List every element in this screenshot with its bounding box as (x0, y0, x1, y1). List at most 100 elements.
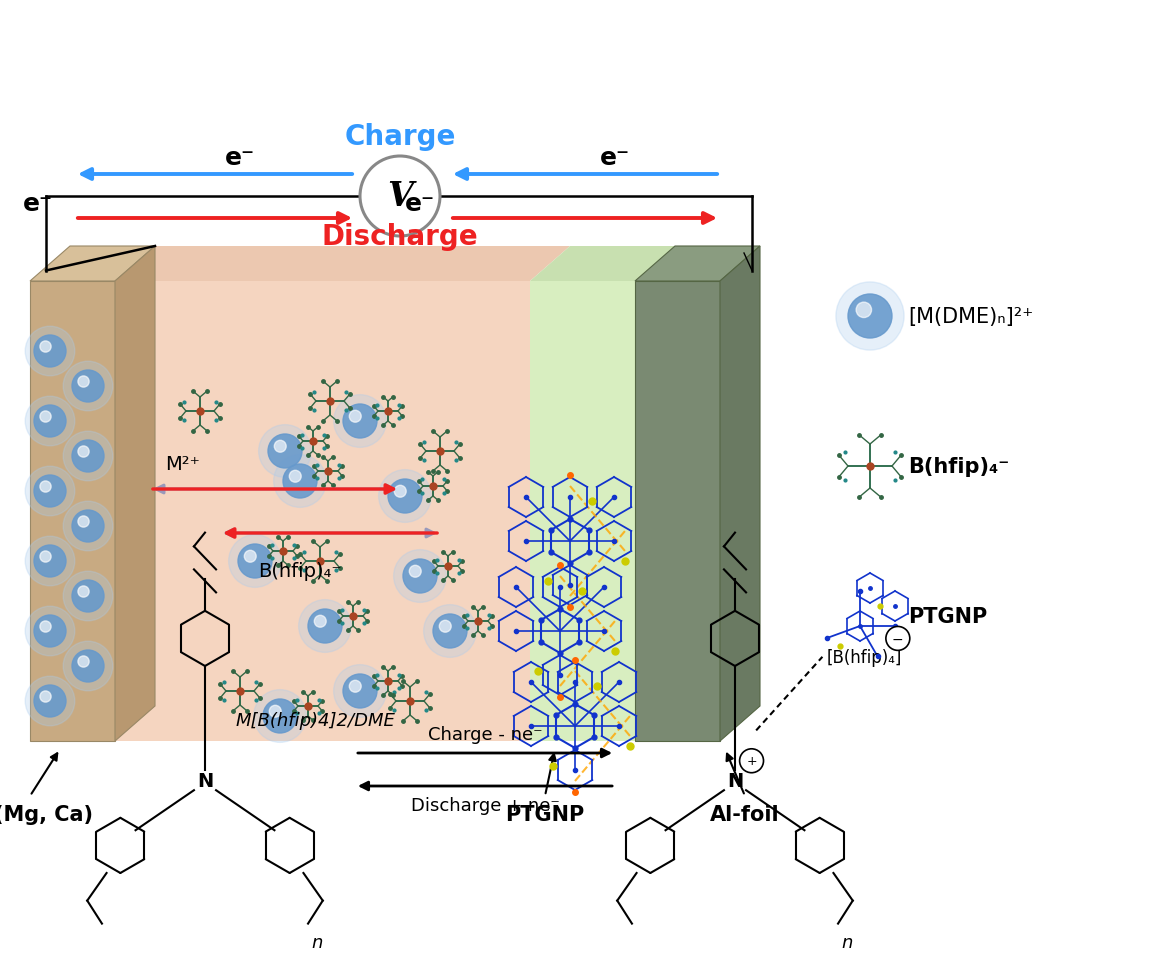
Circle shape (73, 510, 104, 542)
Circle shape (34, 546, 66, 578)
Circle shape (228, 535, 281, 588)
Text: Al-foil: Al-foil (710, 804, 780, 825)
Circle shape (333, 395, 386, 448)
Circle shape (78, 377, 89, 387)
Polygon shape (635, 247, 760, 282)
Circle shape (388, 480, 422, 513)
Circle shape (26, 397, 75, 446)
Circle shape (848, 295, 892, 338)
Circle shape (73, 580, 104, 612)
Text: V: V (387, 181, 413, 213)
Text: Charge - ne⁻: Charge - ne⁻ (428, 726, 543, 743)
Circle shape (40, 411, 51, 423)
Text: M[B(hfip)4]2/DME: M[B(hfip)4]2/DME (235, 711, 395, 729)
Polygon shape (30, 282, 115, 741)
Circle shape (856, 303, 872, 318)
Circle shape (393, 550, 446, 603)
Circle shape (274, 441, 287, 453)
Circle shape (835, 283, 904, 351)
Circle shape (245, 551, 256, 562)
Text: [M(DME)ₙ]²⁺: [M(DME)ₙ]²⁺ (908, 307, 1033, 327)
Text: −: − (892, 631, 903, 646)
Circle shape (78, 586, 89, 598)
Text: e⁻: e⁻ (23, 192, 53, 216)
Text: [B(hfip)₄]: [B(hfip)₄] (827, 648, 902, 666)
Circle shape (269, 705, 281, 718)
Text: e⁻: e⁻ (225, 146, 255, 170)
Polygon shape (115, 247, 154, 741)
Circle shape (343, 405, 377, 438)
Circle shape (78, 656, 89, 668)
Circle shape (886, 627, 910, 651)
Text: Discharge: Discharge (322, 223, 479, 251)
Circle shape (350, 680, 362, 693)
Text: PTGNP: PTGNP (908, 606, 987, 627)
Circle shape (73, 440, 104, 473)
Circle shape (254, 690, 307, 743)
Text: B(hfip)₄⁻: B(hfip)₄⁻ (908, 456, 1010, 477)
Circle shape (360, 157, 440, 236)
Circle shape (439, 621, 452, 632)
Circle shape (259, 425, 311, 478)
Text: n: n (841, 933, 853, 950)
Circle shape (26, 677, 75, 727)
Circle shape (289, 471, 301, 482)
Circle shape (40, 691, 51, 702)
Circle shape (73, 651, 104, 682)
Circle shape (379, 470, 432, 523)
Circle shape (26, 536, 75, 586)
Circle shape (40, 341, 51, 353)
Circle shape (34, 406, 66, 437)
Circle shape (433, 614, 467, 649)
Circle shape (40, 552, 51, 562)
Circle shape (268, 434, 302, 469)
Polygon shape (635, 282, 720, 741)
Text: Discharge + ne⁻: Discharge + ne⁻ (411, 796, 559, 814)
Polygon shape (30, 247, 154, 282)
Circle shape (40, 481, 51, 493)
Text: N: N (727, 772, 743, 791)
Circle shape (34, 685, 66, 717)
Circle shape (402, 559, 438, 593)
Circle shape (274, 456, 326, 507)
Circle shape (315, 616, 326, 628)
Polygon shape (530, 282, 635, 741)
Circle shape (40, 621, 51, 632)
Circle shape (63, 431, 112, 481)
Text: M (Mg, Ca): M (Mg, Ca) (0, 804, 94, 825)
Circle shape (26, 327, 75, 377)
Circle shape (63, 502, 112, 552)
Circle shape (283, 464, 317, 499)
Circle shape (238, 545, 271, 579)
Polygon shape (720, 247, 760, 741)
Polygon shape (115, 282, 530, 741)
Circle shape (63, 362, 112, 411)
Circle shape (350, 411, 362, 423)
Text: M²⁺: M²⁺ (165, 455, 200, 474)
Circle shape (78, 516, 89, 528)
Text: +: + (746, 754, 757, 768)
Circle shape (394, 485, 406, 498)
Circle shape (739, 749, 764, 773)
Polygon shape (115, 247, 570, 282)
Circle shape (298, 600, 351, 653)
Circle shape (343, 675, 377, 708)
Circle shape (63, 572, 112, 621)
Circle shape (424, 605, 476, 657)
Text: n: n (311, 933, 323, 950)
Text: e⁻: e⁻ (600, 146, 631, 170)
Circle shape (333, 665, 386, 718)
Text: Charge: Charge (344, 123, 455, 151)
Circle shape (26, 467, 75, 516)
Circle shape (410, 566, 421, 578)
Polygon shape (530, 247, 675, 282)
Text: e⁻: e⁻ (405, 192, 435, 216)
Circle shape (78, 447, 89, 457)
Text: B(hfip)₄⁻: B(hfip)₄⁻ (259, 561, 342, 580)
Circle shape (263, 700, 297, 733)
Text: PTGNP: PTGNP (505, 804, 585, 825)
Circle shape (308, 609, 342, 643)
Circle shape (34, 615, 66, 648)
Circle shape (73, 371, 104, 403)
Circle shape (34, 335, 66, 368)
